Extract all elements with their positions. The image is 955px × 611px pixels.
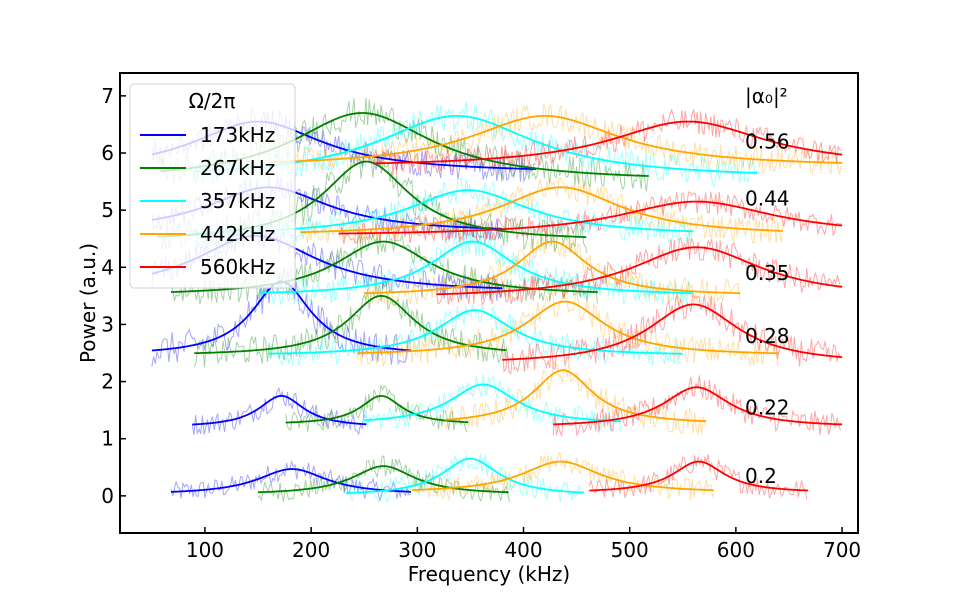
x-tick-label: 300 xyxy=(398,538,436,562)
row-label-0.2: 0.2 xyxy=(745,464,777,488)
axis-ticks: 100 200 300 400 500 600 700 0 1 2 3 4 5 6 7 xyxy=(101,84,861,562)
legend: Ω/2π 173kHz 267kHz 357kHz 442kHz 560kHz xyxy=(129,83,296,289)
fit-curve-442kHz-row-0.22 xyxy=(444,369,707,423)
raw-spectrum-560kHz-row-0.35 xyxy=(435,237,842,307)
raw-spectrum-357kHz-row-0.35 xyxy=(259,229,693,306)
legend-title: Ω/2π xyxy=(189,89,236,113)
raw-spectrum-560kHz-row-0.44 xyxy=(338,191,842,245)
raw-spectrum-560kHz-row-0.2 xyxy=(588,454,808,500)
raw-spectrum-357kHz-row-0.2 xyxy=(345,453,583,504)
fit-curve-442kHz-row-0.44 xyxy=(300,186,783,234)
x-tick-label: 200 xyxy=(292,538,330,562)
y-tick-label: 4 xyxy=(101,255,114,279)
fit-curve-357kHz-row-0.28 xyxy=(268,309,683,355)
y-tick-label: 5 xyxy=(101,198,114,222)
x-tick-label: 700 xyxy=(823,538,861,562)
fit-curve-267kHz-row-0.2 xyxy=(257,465,509,494)
fit-curve-560kHz-row-0.28 xyxy=(502,303,843,361)
legend-label-560kHz: 560kHz xyxy=(200,255,275,279)
fit-curve-267kHz-row-0.28 xyxy=(194,294,507,355)
fit-curve-442kHz-row-0.2 xyxy=(411,460,714,492)
fit-curve-173kHz-row-0.22 xyxy=(192,394,367,426)
raw-spectrum-560kHz-row-0.56 xyxy=(372,108,842,176)
raw-spectrum-173kHz-row-0.2 xyxy=(170,459,411,502)
x-tick-label: 600 xyxy=(717,538,755,562)
annotation-header: |α₀|² xyxy=(745,84,788,108)
fit-curve-560kHz-row-0.35 xyxy=(436,246,843,296)
x-tick-label: 400 xyxy=(504,538,542,562)
raw-spectrum-267kHz-row-0.28 xyxy=(193,281,508,368)
fit-curve-442kHz-row-0.28 xyxy=(357,300,779,355)
legend-label-442kHz: 442kHz xyxy=(200,222,275,246)
legend-label-357kHz: 357kHz xyxy=(200,189,275,213)
legend-label-173kHz: 173kHz xyxy=(200,123,275,147)
fit-curve-267kHz-row-0.22 xyxy=(285,394,469,424)
raw-spectrum-560kHz-row-0.28 xyxy=(501,293,841,375)
fit-curve-560kHz-row-0.56 xyxy=(372,120,843,165)
row-label-0.28: 0.28 xyxy=(745,324,790,348)
y-tick-label: 2 xyxy=(101,370,114,394)
fit-curve-442kHz-row-0.56 xyxy=(268,115,843,164)
raw-spectrum-442kHz-row-0.35 xyxy=(363,230,741,307)
row-annotations: |α₀|² 0.2 0.22 0.28 0.35 0.44 0.56 xyxy=(745,84,790,488)
fit-curve-560kHz-row-0.2 xyxy=(589,460,809,492)
fit-curve-357kHz-row-0.2 xyxy=(346,457,585,494)
fit-curve-357kHz-row-0.35 xyxy=(260,240,694,294)
row-label-0.22: 0.22 xyxy=(745,395,790,419)
plot-frame xyxy=(119,72,859,534)
raw-spectrum-267kHz-row-0.2 xyxy=(257,455,510,503)
row-label-0.35: 0.35 xyxy=(745,261,790,285)
fit-curve-442kHz-row-0.35 xyxy=(364,240,741,295)
fit-curve-173kHz-row-0.2 xyxy=(170,468,412,493)
raw-spectrum-442kHz-row-0.28 xyxy=(357,288,778,368)
x-axis-label: Frequency (kHz) xyxy=(408,562,570,586)
x-tick-label: 500 xyxy=(611,538,649,562)
y-tick-label: 1 xyxy=(101,427,114,451)
y-tick-label: 7 xyxy=(101,84,114,108)
y-tick-label: 0 xyxy=(101,484,114,508)
raw-spectrum-442kHz-row-0.56 xyxy=(268,102,842,176)
y-axis-label: Power (a.u.) xyxy=(76,243,100,363)
x-tick-label: 100 xyxy=(186,538,224,562)
fit-curve-357kHz-row-0.22 xyxy=(364,383,622,423)
fit-curve-560kHz-row-0.22 xyxy=(553,386,843,426)
row-label-0.44: 0.44 xyxy=(745,187,790,211)
legend-label-267kHz: 267kHz xyxy=(200,156,275,180)
fit-curve-560kHz-row-0.44 xyxy=(338,200,843,235)
raw-spectrum-560kHz-row-0.22 xyxy=(552,375,841,438)
row-label-0.56: 0.56 xyxy=(745,130,790,154)
y-tick-label: 6 xyxy=(101,141,114,165)
y-tick-label: 3 xyxy=(101,312,114,336)
